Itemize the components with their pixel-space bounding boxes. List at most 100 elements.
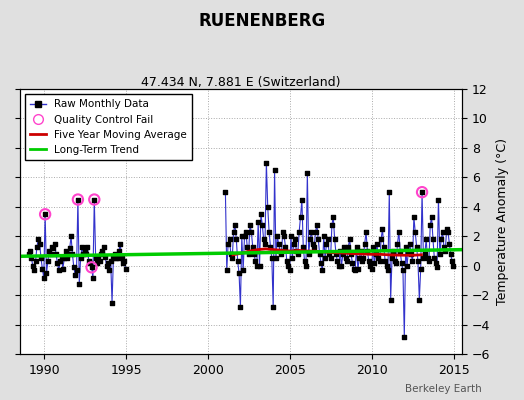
Point <box>59 266 67 272</box>
Point <box>383 263 391 269</box>
Point <box>237 233 246 240</box>
Point <box>440 244 448 250</box>
Y-axis label: Temperature Anomaly (°C): Temperature Anomaly (°C) <box>496 138 509 305</box>
Point <box>418 189 426 195</box>
Point <box>81 248 89 254</box>
Point <box>234 258 242 265</box>
Point <box>442 226 451 232</box>
Point <box>47 251 55 257</box>
Point <box>34 236 42 242</box>
Point <box>348 260 357 266</box>
Point <box>102 263 111 269</box>
Point <box>336 248 344 254</box>
Point <box>276 248 284 254</box>
Point <box>90 196 99 203</box>
Point <box>31 258 40 265</box>
Point <box>401 244 410 250</box>
Point <box>339 251 347 257</box>
Point <box>244 251 253 257</box>
Point <box>376 258 384 265</box>
Point <box>395 229 403 235</box>
Point <box>403 263 411 269</box>
Point <box>320 233 328 240</box>
Point <box>235 270 243 276</box>
Point <box>291 236 299 242</box>
Point <box>111 251 119 257</box>
Point <box>354 266 362 272</box>
Point <box>362 229 370 235</box>
Point <box>45 248 53 254</box>
Point <box>361 240 369 247</box>
Point <box>423 255 432 262</box>
Point <box>275 240 283 247</box>
Point <box>99 248 107 254</box>
Point <box>93 260 101 266</box>
Point <box>225 236 234 242</box>
Point <box>27 255 36 262</box>
Point <box>355 255 364 262</box>
Point <box>329 214 337 220</box>
Point <box>32 244 41 250</box>
Point <box>255 263 264 269</box>
Point <box>421 251 429 257</box>
Point <box>246 221 254 228</box>
Point <box>88 264 96 270</box>
Point <box>350 266 358 272</box>
Point <box>40 274 48 281</box>
Point <box>299 244 308 250</box>
Point <box>426 221 434 228</box>
Point <box>282 258 291 265</box>
Point <box>435 251 444 257</box>
Point <box>108 300 116 306</box>
Point <box>437 236 445 242</box>
Point <box>48 244 56 250</box>
Point <box>378 226 387 232</box>
Point <box>389 248 398 254</box>
Point <box>410 214 418 220</box>
Point <box>78 244 86 250</box>
Point <box>259 236 268 242</box>
Point <box>25 251 33 257</box>
Point <box>406 240 414 247</box>
Point <box>300 258 309 265</box>
Point <box>296 214 304 220</box>
Point <box>411 229 419 235</box>
Point <box>109 255 117 262</box>
Point <box>100 244 108 250</box>
Point <box>105 267 114 274</box>
Point <box>392 260 400 266</box>
Point <box>317 260 325 266</box>
Point <box>43 258 52 265</box>
Point <box>345 236 354 242</box>
Point <box>101 254 110 260</box>
Point <box>243 244 252 250</box>
Point <box>342 255 350 262</box>
Point <box>106 258 115 265</box>
Point <box>343 258 351 265</box>
Point <box>66 245 74 251</box>
Point <box>272 255 280 262</box>
Point <box>407 251 416 257</box>
Point <box>268 255 276 262</box>
Point <box>287 233 295 240</box>
Point <box>298 196 306 203</box>
Point <box>94 254 103 260</box>
Point <box>120 258 128 265</box>
Point <box>307 229 315 235</box>
Point <box>344 244 353 250</box>
Point <box>251 258 259 265</box>
Point <box>254 218 263 225</box>
Point <box>429 236 437 242</box>
Point <box>332 251 340 257</box>
Point <box>352 244 361 250</box>
Point <box>90 196 99 203</box>
Point <box>79 251 88 257</box>
Point <box>85 258 93 265</box>
Point <box>433 264 441 270</box>
Point <box>64 251 72 257</box>
Point <box>29 263 37 269</box>
Point <box>334 263 343 269</box>
Point <box>374 255 383 262</box>
Point <box>322 240 331 247</box>
Point <box>394 240 402 247</box>
